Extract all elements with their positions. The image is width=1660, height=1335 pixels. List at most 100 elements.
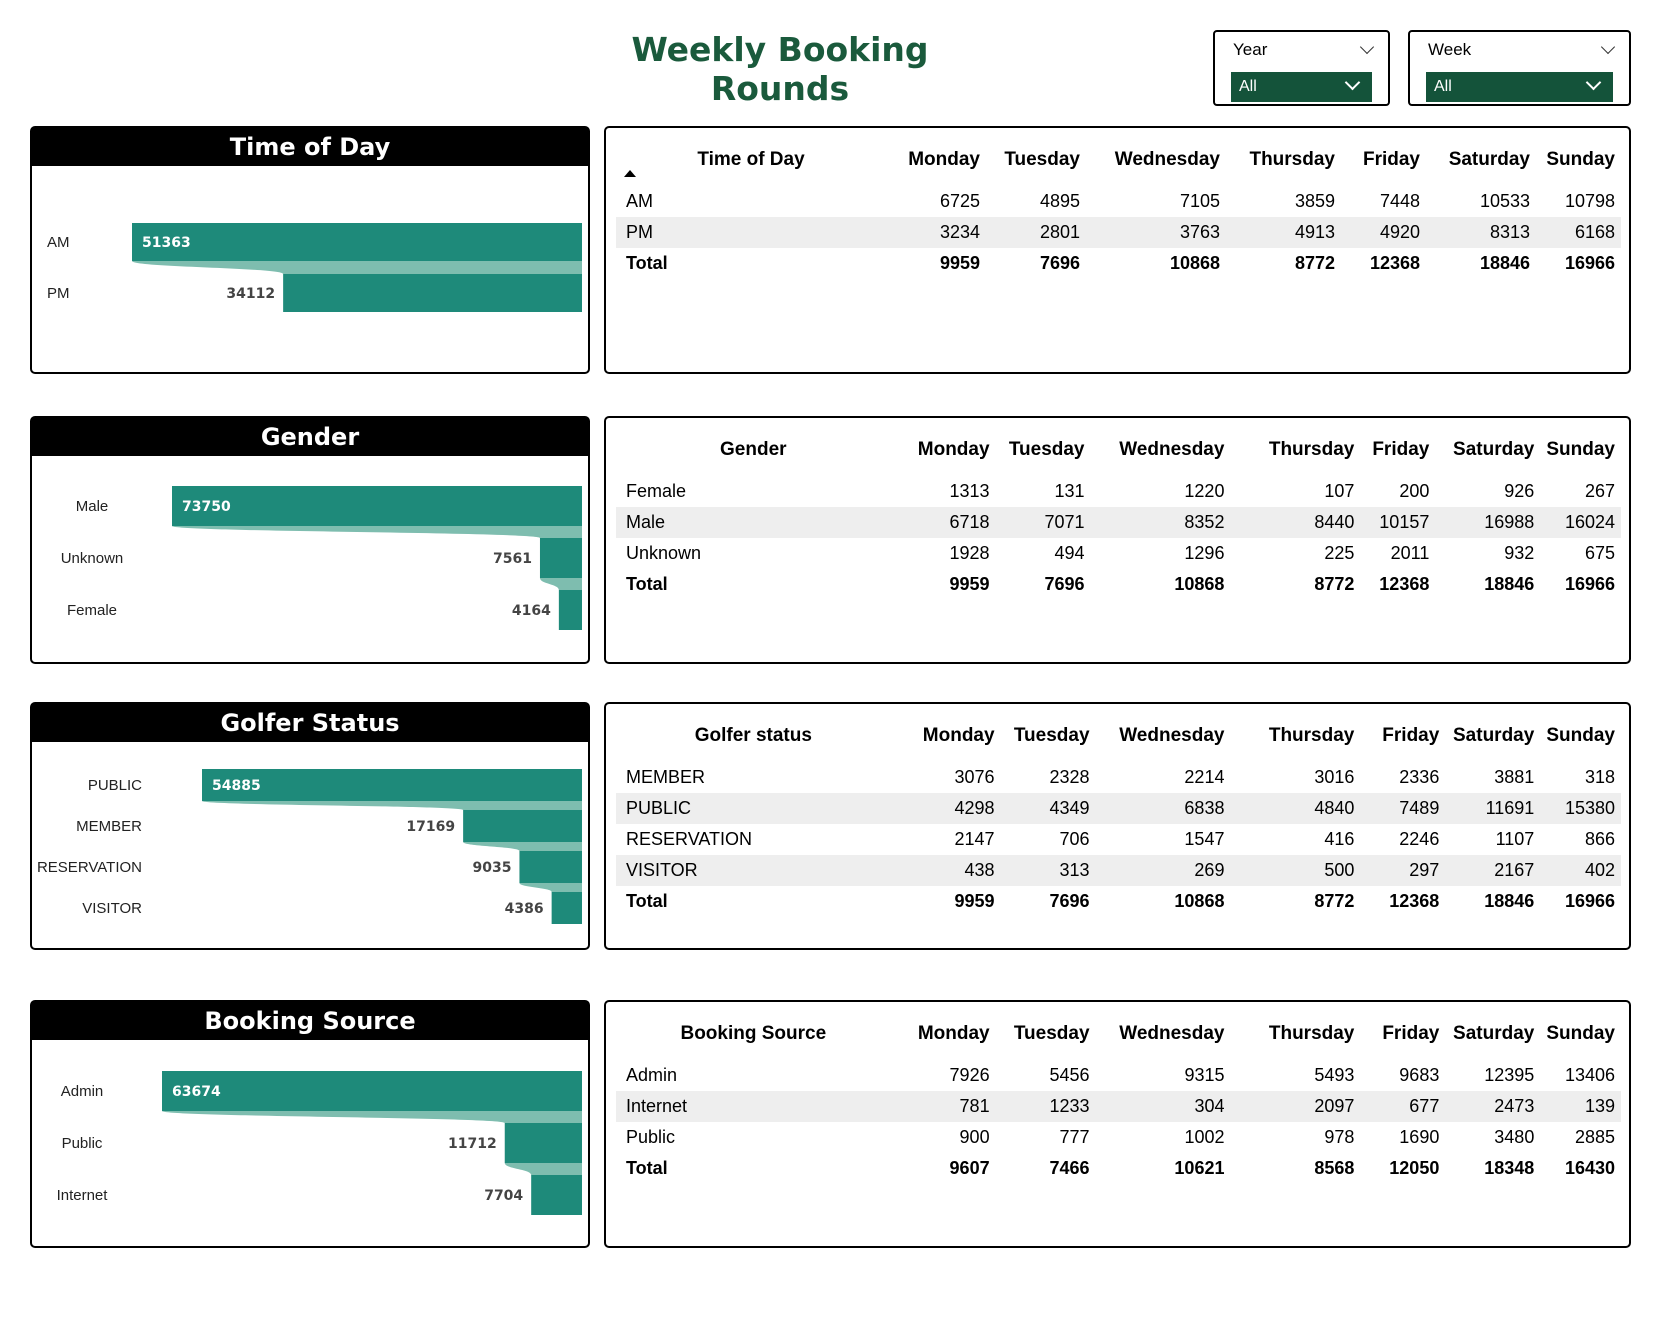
data-label: 51363 — [142, 235, 191, 251]
table-cell: 2214 — [1184, 767, 1225, 787]
data-label: 4386 — [505, 901, 544, 917]
table-cell: 5456 — [1049, 1065, 1090, 1085]
funnel-bar[interactable] — [551, 892, 582, 924]
funnel-bar[interactable] — [519, 851, 582, 883]
column-header[interactable]: Booking Source — [680, 1023, 827, 1044]
chevron-down-icon[interactable] — [1359, 39, 1375, 55]
column-header[interactable]: Saturday — [1448, 149, 1530, 170]
column-header[interactable]: Friday — [1362, 149, 1420, 170]
funnel-bar[interactable] — [539, 538, 582, 578]
table-row: MEMBER 3076 2328 2214 3016 2336 3881 318 — [616, 762, 1621, 793]
total-cell: 8568 — [1314, 1158, 1355, 1178]
table-cell: 2011 — [1390, 543, 1430, 563]
data-label: 4164 — [512, 603, 551, 619]
column-header[interactable]: Friday — [1372, 439, 1430, 460]
column-header[interactable]: Wednesday — [1119, 439, 1225, 460]
column-header[interactable]: Friday — [1382, 725, 1440, 746]
total-cell: 16966 — [1564, 253, 1615, 273]
table-cell: 9683 — [1399, 1065, 1440, 1085]
funnel-bar[interactable] — [531, 1175, 582, 1215]
column-header[interactable]: Sunday — [1546, 149, 1615, 170]
column-header[interactable]: Wednesday — [1119, 725, 1225, 746]
category-label: Internet — [57, 1187, 109, 1204]
row-label: Male — [616, 507, 891, 538]
funnel-bar[interactable] — [162, 1071, 582, 1111]
column-header[interactable]: Sunday — [1546, 725, 1615, 746]
column-header[interactable]: Monday — [922, 725, 995, 746]
row-label: RESERVATION — [626, 829, 753, 849]
data-label: 34112 — [226, 286, 275, 302]
data-label: 11712 — [448, 1136, 497, 1152]
column-header[interactable]: Friday — [1382, 1023, 1440, 1044]
column-header[interactable]: Tuesday — [1013, 1023, 1090, 1044]
year-dropdown[interactable]: All — [1231, 72, 1372, 102]
chevron-down-icon[interactable] — [1600, 39, 1616, 55]
column-header[interactable]: Saturday — [1453, 725, 1535, 746]
table-cell: 3763 — [1086, 217, 1226, 248]
table-cell: 225 — [1324, 543, 1355, 563]
total-label: Total — [626, 253, 668, 273]
table-row: Unknown 1928 494 1296 225 2011 932 675 — [616, 538, 1621, 569]
year-slicer[interactable]: Year All — [1213, 30, 1390, 106]
funnel-bar[interactable] — [504, 1123, 582, 1163]
table-cell: 13406 — [1564, 1065, 1615, 1085]
table-cell: 3480 — [1494, 1127, 1535, 1147]
table-cell: 8440 — [1230, 507, 1361, 538]
column-header[interactable]: Monday — [917, 1023, 990, 1044]
category-label: PUBLIC — [88, 777, 142, 794]
data-label: 54885 — [212, 778, 261, 794]
table-row: Public 900 777 1002 978 1690 3480 2885 — [616, 1122, 1621, 1153]
table-cell: 6718 — [890, 507, 996, 538]
table-cell: 200 — [1399, 481, 1430, 501]
table-cell: 7071 — [995, 507, 1091, 538]
column-header[interactable]: Thursday — [1268, 725, 1355, 746]
funnel-bar[interactable] — [283, 274, 582, 312]
sort-ascending-icon[interactable] — [624, 170, 636, 177]
week-dropdown-value: All — [1434, 78, 1452, 95]
column-header[interactable]: Golfer status — [694, 725, 812, 746]
funnel-bar[interactable] — [463, 810, 582, 842]
total-cell: 12368 — [1389, 891, 1440, 911]
table-cell: 2167 — [1445, 855, 1541, 886]
total-cell: 12368 — [1369, 253, 1420, 273]
column-header[interactable]: Thursday — [1268, 439, 1355, 460]
table-row: PUBLIC 4298 4349 6838 4840 7489 11691 15380 — [616, 793, 1621, 824]
total-cell: 10621 — [1174, 1158, 1225, 1178]
funnel-bar[interactable] — [132, 223, 582, 261]
week-slicer[interactable]: Week All — [1408, 30, 1631, 106]
week-dropdown[interactable]: All — [1426, 72, 1613, 102]
matrix-card-1: Gender Monday Tuesday Wednesday Thursday Frid… — [604, 416, 1631, 664]
funnel-bar[interactable] — [558, 590, 582, 630]
table-cell: 10157 — [1360, 507, 1436, 538]
column-header[interactable]: Monday — [908, 149, 980, 170]
table-cell: 2885 — [1574, 1127, 1615, 1147]
column-header[interactable]: Tuesday — [1008, 439, 1085, 460]
column-header[interactable]: Gender — [720, 439, 787, 460]
column-header[interactable]: Thursday — [1268, 1023, 1355, 1044]
column-header[interactable]: Time of Day — [697, 149, 805, 170]
column-header[interactable]: Tuesday — [1013, 725, 1090, 746]
column-header[interactable]: Tuesday — [1004, 149, 1080, 170]
column-header[interactable]: Sunday — [1546, 1023, 1615, 1044]
table-cell: 978 — [1324, 1127, 1355, 1147]
column-header[interactable]: Saturday — [1453, 1023, 1535, 1044]
funnel-bar[interactable] — [202, 769, 582, 801]
column-header[interactable]: Thursday — [1249, 149, 1335, 170]
table-row: AM 6725 4895 7105 3859 7448 10533 10798 — [616, 186, 1621, 217]
funnel-connector — [539, 578, 582, 590]
data-label: 7704 — [484, 1188, 523, 1204]
column-header[interactable]: Wednesday — [1114, 149, 1220, 170]
table-cell: 2336 — [1399, 767, 1440, 787]
column-header[interactable]: Saturday — [1453, 439, 1535, 460]
table-row: Internet 781 1233 304 2097 677 2473 139 — [616, 1091, 1621, 1122]
data-label: 63674 — [172, 1084, 221, 1100]
column-header[interactable]: Monday — [917, 439, 990, 460]
column-header[interactable]: Sunday — [1546, 439, 1615, 460]
table-cell: 3881 — [1494, 767, 1535, 787]
funnel-bar[interactable] — [172, 486, 582, 526]
matrix-card-0: Time of Day Monday Tuesday Wednesday Thursda… — [604, 126, 1631, 374]
category-label: AM — [47, 234, 70, 251]
table-cell: 494 — [1054, 543, 1085, 563]
column-header[interactable]: Wednesday — [1119, 1023, 1225, 1044]
category-label: Unknown — [61, 550, 124, 567]
